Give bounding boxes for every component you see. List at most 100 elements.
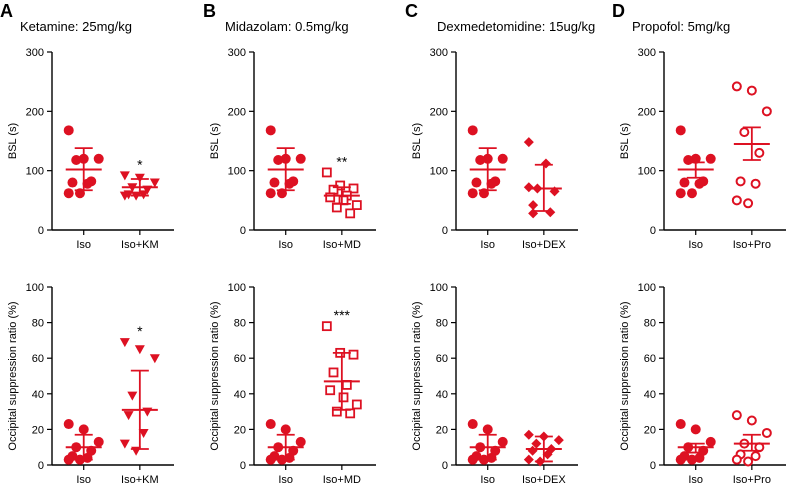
data-point [71, 154, 82, 165]
y-tick-label: 0 [442, 225, 448, 237]
data-point [553, 435, 564, 446]
data-point [331, 406, 342, 417]
x-tick-label: Iso [76, 239, 91, 251]
data-point [675, 125, 686, 136]
data-point [149, 178, 160, 188]
panel-letter: C [405, 1, 418, 21]
data-point [542, 449, 553, 460]
data-point [67, 177, 78, 188]
data-point [123, 411, 134, 421]
x-tick-label: Iso+MD [323, 239, 361, 251]
y-tick-label: 80 [32, 318, 44, 330]
x-tick-label: Iso+KM [121, 239, 159, 251]
data-point [731, 195, 742, 206]
data-point [731, 81, 742, 92]
data-point [325, 385, 336, 396]
data-point [78, 424, 89, 435]
data-point [467, 125, 478, 136]
y-axis-label: BSL (s) [7, 123, 19, 159]
data-point [761, 427, 772, 438]
data-point [127, 391, 138, 401]
data-point [523, 182, 534, 193]
data-point [497, 153, 508, 164]
y-axis-label: Occipital suppression ratio (%) [411, 301, 423, 450]
data-point [321, 321, 332, 332]
data-point [467, 419, 478, 430]
x-tick-label: Iso [688, 474, 703, 483]
data-point [679, 177, 690, 188]
data-point [690, 153, 701, 164]
y-tick-label: 80 [234, 318, 246, 330]
data-point [746, 85, 757, 96]
data-point [82, 178, 93, 189]
data-point [345, 208, 356, 219]
y-tick-label: 300 [26, 47, 44, 59]
y-tick-label: 200 [430, 106, 448, 118]
data-point [761, 106, 772, 117]
y-tick-label: 300 [228, 47, 246, 59]
data-point [743, 456, 754, 467]
y-tick-label: 0 [38, 460, 44, 472]
data-point [348, 183, 359, 194]
data-point [119, 191, 130, 201]
data-point [351, 200, 362, 210]
data-point [694, 452, 705, 463]
panel-title: Midazolam: 0.5mg/kg [225, 19, 349, 34]
x-tick-label: Iso [688, 239, 703, 251]
data-point [690, 424, 701, 435]
data-point [119, 439, 130, 449]
y-tick-label: 20 [234, 424, 246, 436]
panel-letter: A [0, 1, 13, 21]
y-axis-label: Occipital suppression ratio (%) [7, 301, 19, 450]
data-point [528, 200, 539, 211]
y-tick-label: 200 [228, 106, 246, 118]
data-point [467, 188, 478, 199]
data-point [683, 154, 694, 165]
data-point [265, 454, 276, 465]
y-tick-label: 60 [436, 353, 448, 365]
data-point [482, 424, 493, 435]
data-point [119, 171, 130, 181]
x-tick-label: Iso [278, 239, 293, 251]
data-point [731, 410, 742, 421]
y-tick-label: 100 [228, 282, 246, 294]
data-point [63, 454, 74, 465]
y-tick-label: 0 [240, 460, 246, 472]
data-point [269, 177, 280, 188]
significance-marker: *** [334, 307, 351, 323]
y-tick-label: 300 [638, 47, 656, 59]
y-tick-label: 40 [436, 389, 448, 401]
data-point [471, 177, 482, 188]
y-tick-label: 0 [650, 225, 656, 237]
data-point [351, 399, 362, 410]
y-tick-label: 100 [638, 282, 656, 294]
data-point [265, 188, 276, 199]
data-point [686, 454, 697, 465]
data-point [739, 127, 750, 138]
data-point [746, 415, 757, 426]
y-tick-label: 80 [644, 318, 656, 330]
panel-b-bsl: B Midazolam: 0.5mg/kg 0 100 200 300 BSL (s) Iso… [203, 1, 376, 251]
data-point [93, 153, 104, 164]
data-point [750, 451, 761, 462]
panel-a-osr: 0 20 40 60 80 100 Occipital suppression ratio … [7, 282, 174, 483]
y-tick-label: 40 [32, 389, 44, 401]
x-tick-label: Iso+DEX [522, 474, 566, 483]
data-point [675, 454, 686, 465]
data-point [540, 158, 551, 169]
y-tick-label: 0 [240, 225, 246, 237]
y-tick-label: 100 [26, 166, 44, 178]
panel-b-osr: 0 20 40 60 80 100 Occipital suppression ratio … [209, 282, 376, 483]
y-tick-label: 60 [234, 353, 246, 365]
panel-c-bsl: C Dexmedetomidine: 15ug/kg 0 100 200 300 BSL (… [405, 1, 595, 251]
y-axis-label: BSL (s) [411, 123, 423, 159]
data-point [705, 436, 716, 447]
data-point [119, 338, 130, 348]
data-point [545, 207, 556, 218]
data-point [486, 178, 497, 189]
panel-d-osr: 0 20 40 60 80 100 Occipital suppression ratio … [619, 282, 786, 483]
x-tick-label: Iso [480, 474, 495, 483]
data-point [63, 419, 74, 430]
y-tick-label: 100 [228, 166, 246, 178]
